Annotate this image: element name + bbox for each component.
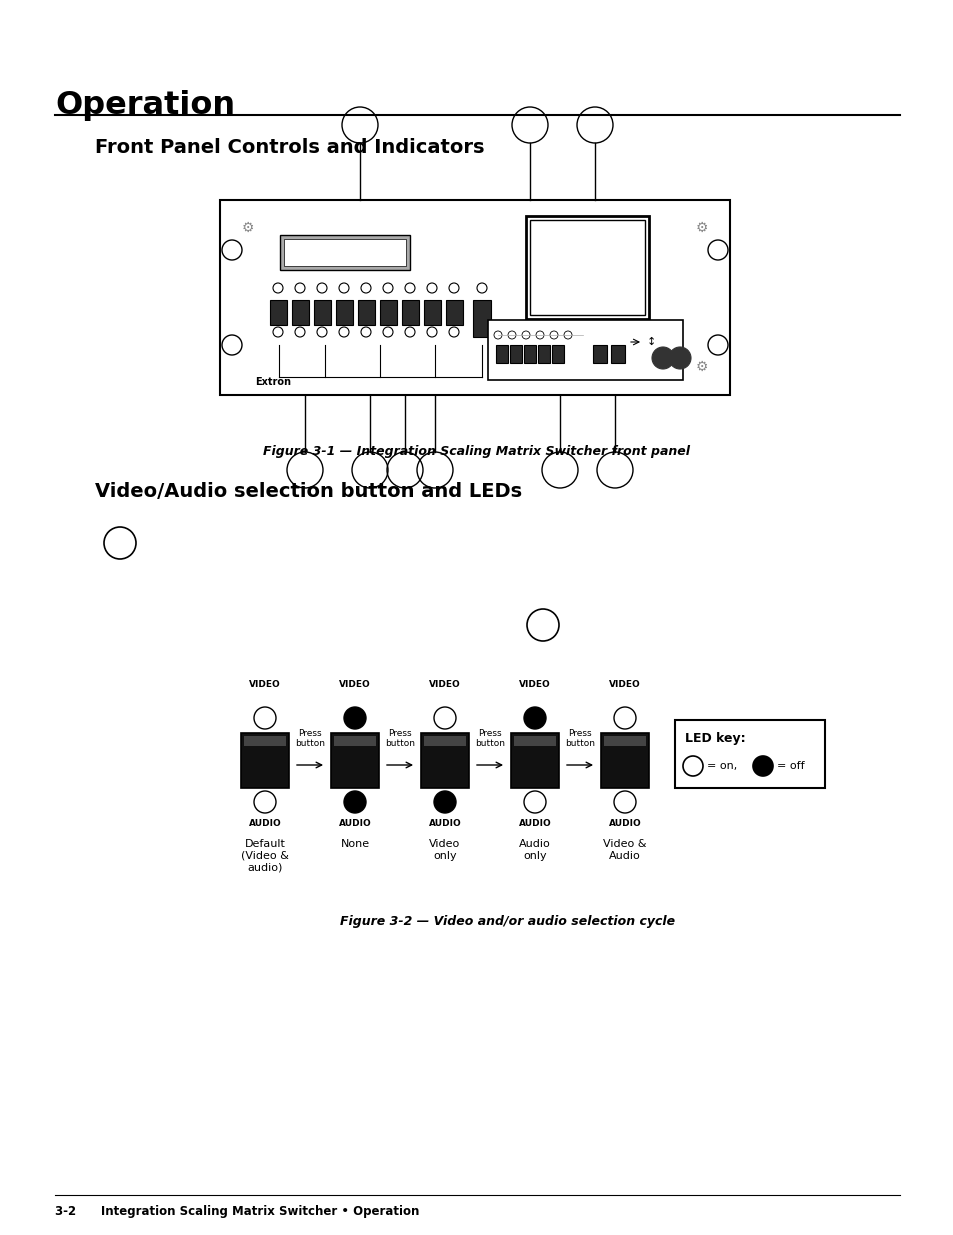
Text: VIDEO: VIDEO [338,680,371,689]
Bar [537,345,550,363]
Bar [220,200,729,395]
Bar [523,345,536,363]
Text: AUDIO: AUDIO [338,819,371,827]
Bar [335,300,353,325]
Text: Press
button: Press button [385,729,415,748]
Circle shape [523,790,545,813]
Bar [473,300,491,337]
Circle shape [668,347,690,369]
Text: Extron: Extron [254,377,291,387]
Text: Press
button: Press button [564,729,595,748]
Bar [244,736,286,746]
Text: ⚙: ⚙ [241,221,254,235]
Bar [593,345,606,363]
Text: Operation: Operation [55,90,234,121]
Text: Audio
only: Audio only [518,839,550,861]
Bar [420,734,469,788]
Text: None: None [340,839,369,848]
Bar [284,240,406,266]
Bar [270,300,287,325]
Bar [610,345,624,363]
Bar [488,320,682,380]
Bar [525,216,648,319]
Bar [514,736,556,746]
Text: 3-2      Integration Scaling Matrix Switcher • Operation: 3-2 Integration Scaling Matrix Switcher … [55,1205,419,1218]
Circle shape [752,756,772,776]
Circle shape [614,706,636,729]
Text: AUDIO: AUDIO [518,819,551,827]
Bar [496,345,507,363]
Text: AUDIO: AUDIO [249,819,281,827]
Text: = off: = off [776,761,803,771]
Text: Figure 3-1 — Integration Scaling Matrix Switcher front panel: Figure 3-1 — Integration Scaling Matrix … [263,445,690,458]
Bar [401,300,418,325]
Circle shape [344,706,366,729]
Bar [357,300,375,325]
Text: AUDIO: AUDIO [608,819,640,827]
Text: VIDEO: VIDEO [608,680,640,689]
Bar [280,235,410,270]
Bar [314,300,331,325]
Circle shape [434,706,456,729]
Bar [423,736,465,746]
Text: Video &
Audio: Video & Audio [602,839,646,861]
Text: Press
button: Press button [294,729,325,748]
Text: Front Panel Controls and Indicators: Front Panel Controls and Indicators [95,138,484,157]
Text: VIDEO: VIDEO [249,680,280,689]
Text: VIDEO: VIDEO [518,680,550,689]
Bar [331,734,378,788]
Bar [334,736,375,746]
Text: ⚙: ⚙ [695,221,707,235]
Text: AUDIO: AUDIO [428,819,461,827]
Text: VIDEO: VIDEO [429,680,460,689]
Text: Video/Audio selection button and LEDs: Video/Audio selection button and LEDs [95,482,521,501]
Text: Video
only: Video only [429,839,460,861]
Bar [603,736,645,746]
Circle shape [523,706,545,729]
Circle shape [614,790,636,813]
Text: Figure 3-2 — Video and/or audio selection cycle: Figure 3-2 — Video and/or audio selectio… [339,915,675,927]
Circle shape [344,790,366,813]
Bar [446,300,462,325]
Circle shape [682,756,702,776]
Bar [292,300,309,325]
Circle shape [434,790,456,813]
Bar [675,720,824,788]
Text: Press
button: Press button [475,729,504,748]
Bar [530,220,644,315]
Text: LED key:: LED key: [684,732,745,745]
Text: = on,: = on, [706,761,737,771]
Text: Default
(Video &
audio): Default (Video & audio) [241,839,289,872]
Circle shape [253,790,275,813]
Bar [511,734,558,788]
Text: ↕: ↕ [645,337,655,347]
Bar [510,345,521,363]
Bar [552,345,563,363]
Bar [241,734,289,788]
Circle shape [253,706,275,729]
Bar [379,300,396,325]
Bar [423,300,440,325]
Circle shape [651,347,673,369]
Text: ⚙: ⚙ [695,359,707,374]
Bar [600,734,648,788]
